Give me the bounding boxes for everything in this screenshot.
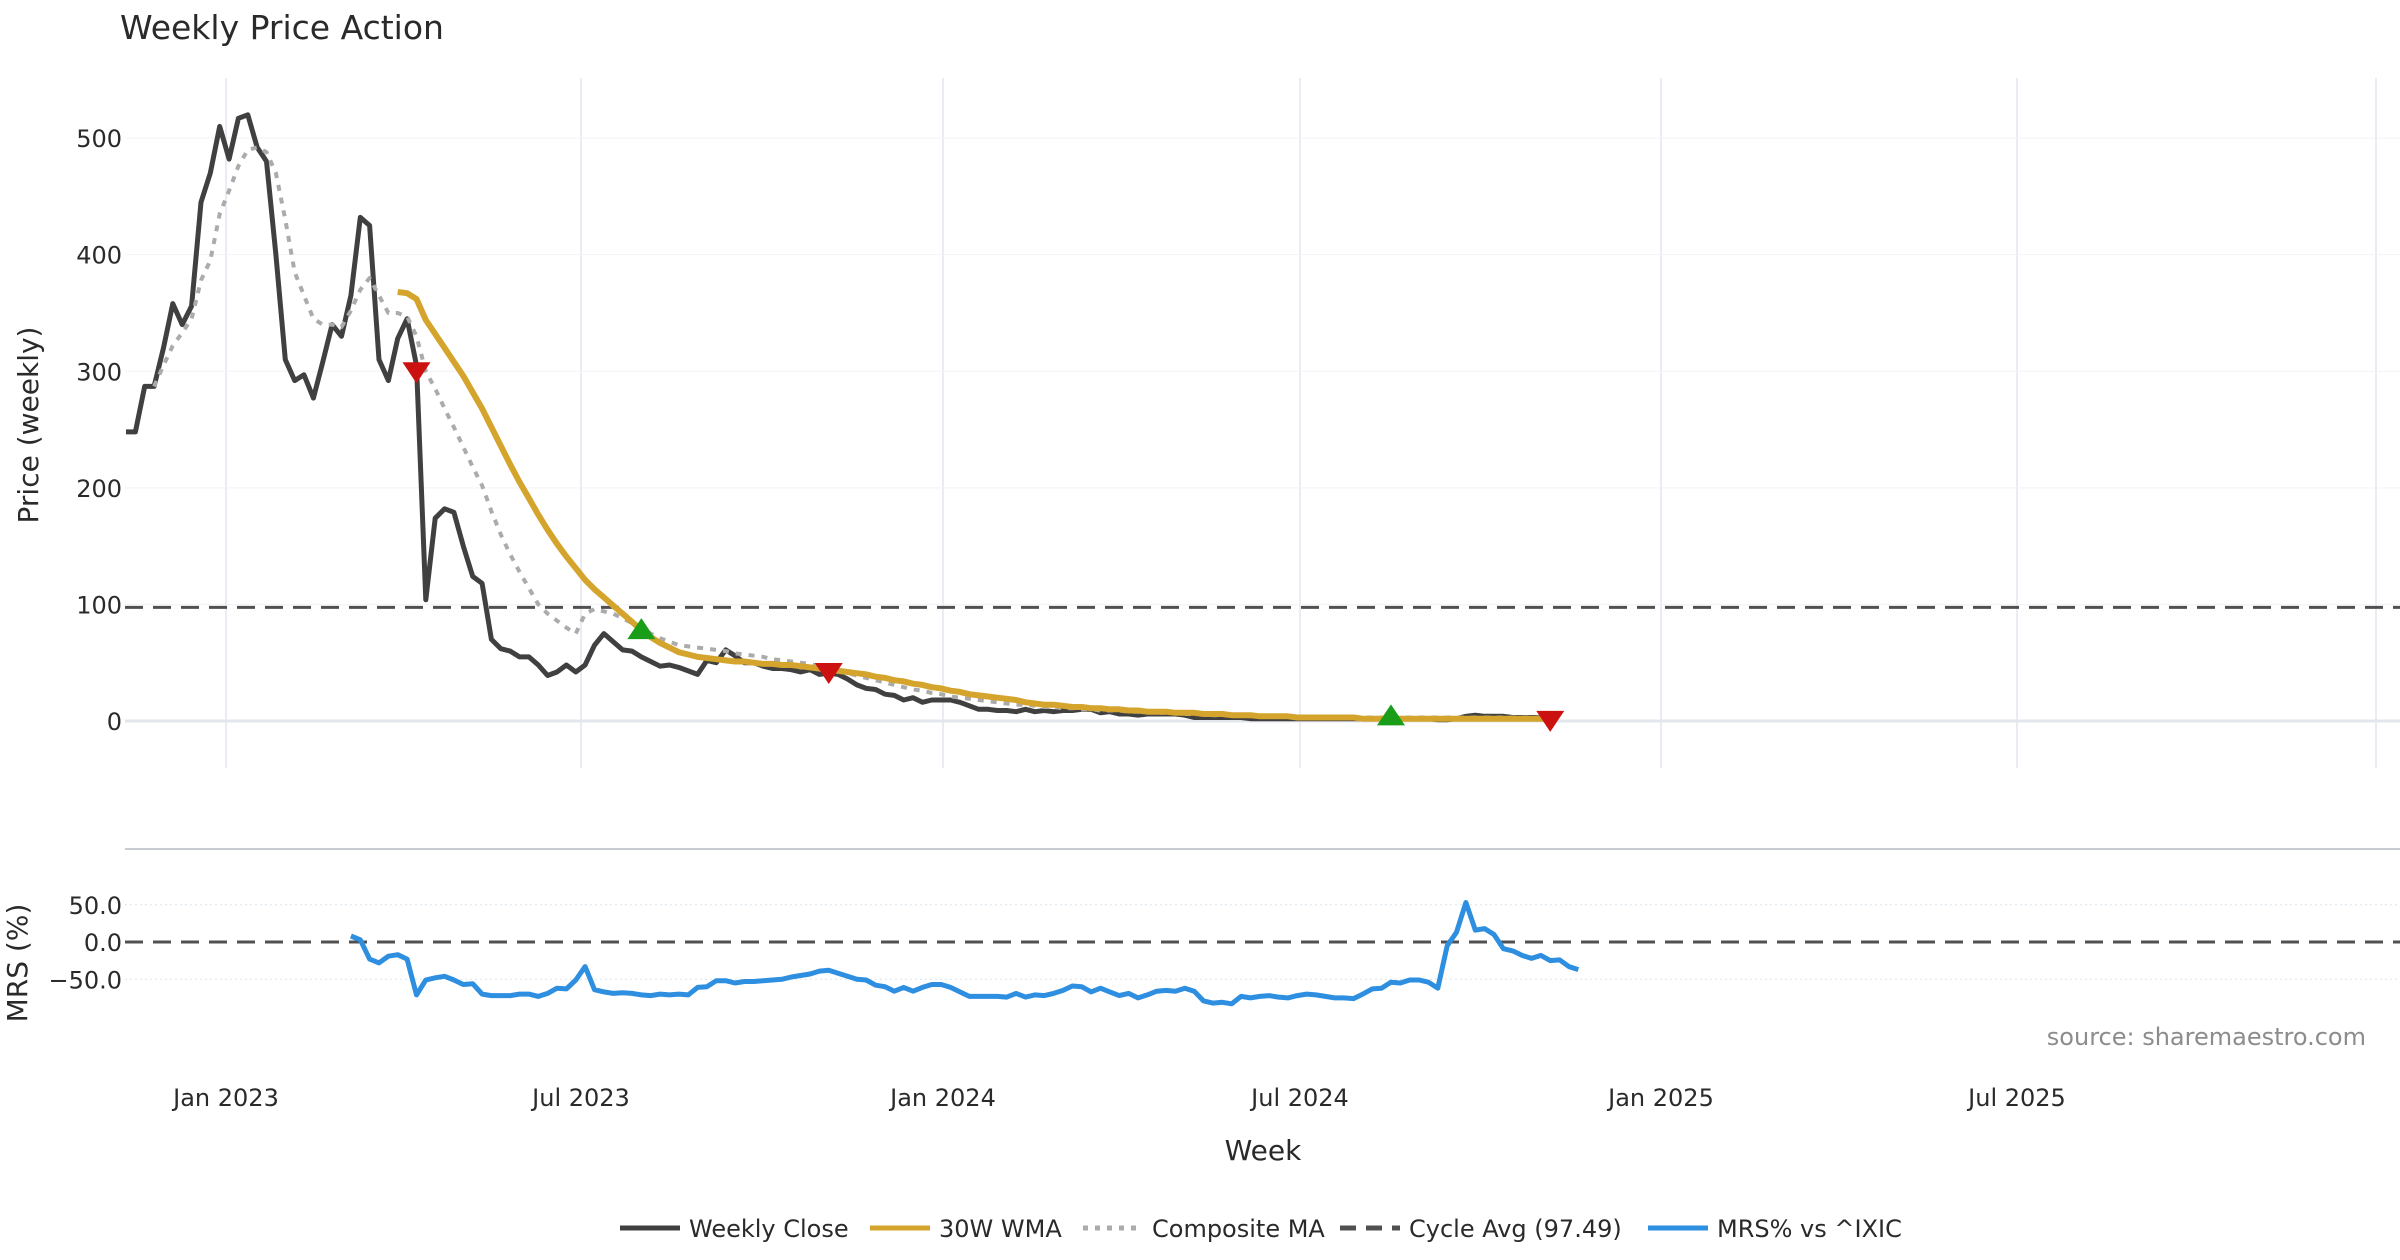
- x-axis-ticks: Jan 2023 Jul 2023 Jan 2024 Jul 2024 Jan 2025…: [171, 1084, 2066, 1112]
- x-tick-label: Jan 2024: [888, 1084, 996, 1112]
- price-y-tick-label: 300: [76, 358, 122, 386]
- mrs-y-axis-title: MRS (%): [1, 904, 34, 1023]
- price-y-tick-label: 100: [76, 591, 122, 619]
- legend-item-cycle: Cycle Avg (97.49): [1340, 1215, 1622, 1243]
- price-y-tick-label: 500: [76, 125, 122, 153]
- price-y-tick-label: 0: [107, 708, 122, 736]
- wma-30w-line: [397, 289, 1551, 722]
- buy-signal-marker: [1376, 704, 1405, 726]
- legend-label: 30W WMA: [939, 1215, 1062, 1243]
- price-y-tick-label: 200: [76, 475, 122, 503]
- mrs-y-tick-label: 50.0: [69, 892, 122, 920]
- legend-label: Composite MA: [1152, 1215, 1325, 1243]
- mrs-y-ticks: 50.0 0.0 −50.0: [48, 892, 122, 995]
- buy-signal-marker: [627, 618, 656, 640]
- mrs-y-tick-label: −50.0: [48, 966, 122, 994]
- price-y-ticks: 0 100 200 300 400 500: [76, 125, 122, 736]
- price-y-axis-title: Price (weekly): [12, 327, 45, 524]
- x-axis-title: Week: [1225, 1134, 1302, 1167]
- legend-label: MRS% vs ^IXIC: [1717, 1215, 1902, 1243]
- sell-signal-marker: [814, 663, 843, 685]
- x-tick-label: Jan 2023: [171, 1084, 279, 1112]
- x-tick-label: Jan 2025: [1606, 1084, 1714, 1112]
- legend-item-wma: 30W WMA: [870, 1215, 1062, 1243]
- x-tick-label: Jul 2023: [530, 1084, 630, 1112]
- price-y-tick-label: 400: [76, 242, 122, 270]
- legend-item-close: Weekly Close: [620, 1215, 849, 1243]
- chart-title: Weekly Price Action: [120, 8, 444, 47]
- signal-markers: [402, 362, 1565, 732]
- legend-item-mrs: MRS% vs ^IXIC: [1648, 1215, 1902, 1243]
- sell-signal-marker: [402, 362, 431, 384]
- legend-label: Weekly Close: [689, 1215, 849, 1243]
- sell-signal-marker: [1536, 710, 1565, 732]
- legend: Weekly Close 30W WMA Composite MA Cycle Avg…: [620, 1215, 1902, 1243]
- x-tick-label: Jul 2024: [1249, 1084, 1349, 1112]
- price-grid: [125, 78, 2400, 768]
- weekly-close-line: [126, 112, 1551, 723]
- legend-item-composite: Composite MA: [1083, 1215, 1325, 1243]
- mrs-line: [349, 900, 1580, 1007]
- composite-ma-line: [152, 145, 1551, 720]
- mrs-grid: [125, 904, 2400, 980]
- mrs-y-tick-label: 0.0: [84, 929, 122, 957]
- legend-label: Cycle Avg (97.49): [1409, 1215, 1622, 1243]
- source-note: source: sharemaestro.com: [2047, 1023, 2366, 1051]
- x-tick-label: Jul 2025: [1966, 1084, 2066, 1112]
